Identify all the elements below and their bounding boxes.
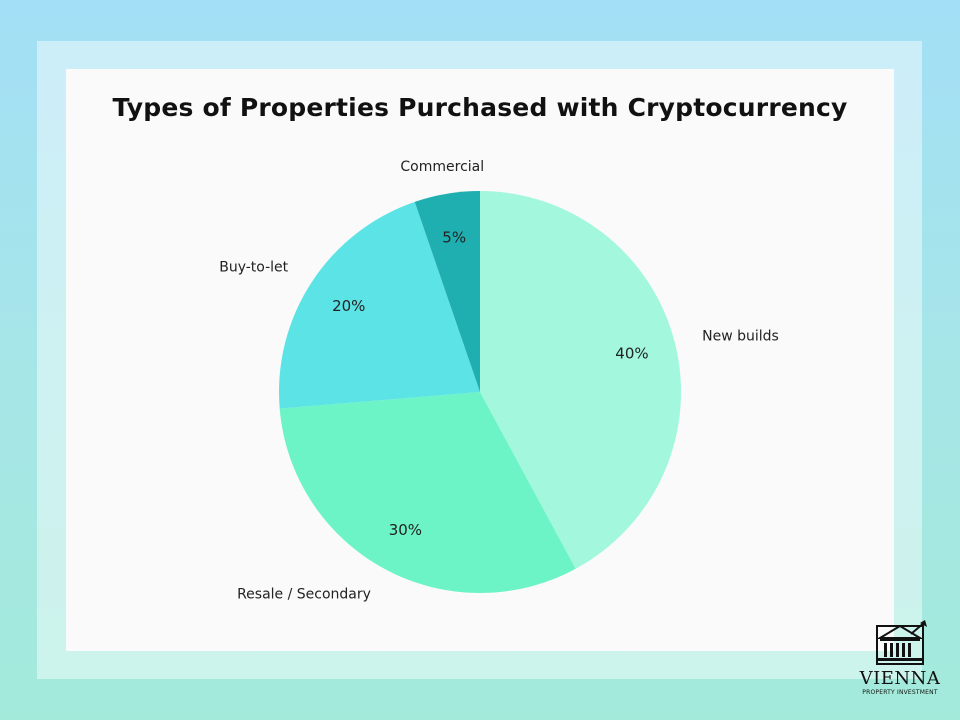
slice-category-label: Resale / Secondary [237, 587, 371, 603]
pie-slice-1 [279, 392, 576, 593]
slice-category-label: New builds [702, 329, 779, 345]
slice-value-label: 5% [442, 228, 466, 246]
slice-value-label: 30% [389, 521, 422, 539]
brand-name: VIENNA [859, 668, 941, 689]
chart-title: Types of Properties Purchased with Crypt… [112, 93, 848, 122]
slice-category-label: Commercial [400, 159, 484, 175]
brand-logo: VIENNA PROPERTY INVESTMENT [855, 620, 945, 700]
slice-value-label: 40% [615, 345, 648, 363]
bank-building-icon [876, 620, 927, 665]
pie-slice-0 [480, 191, 681, 569]
slice-value-label: 20% [332, 297, 365, 315]
slice-category-label: Buy-to-let [219, 260, 288, 276]
pie-slice-2 [279, 201, 480, 409]
pie-slice-3 [414, 191, 480, 392]
brand-tagline: PROPERTY INVESTMENT [862, 689, 938, 696]
